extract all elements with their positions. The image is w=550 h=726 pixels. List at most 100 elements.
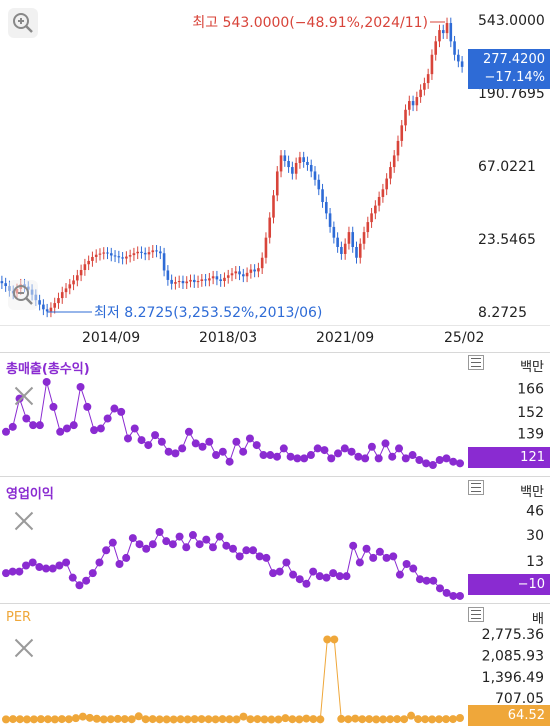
data-point <box>335 572 344 581</box>
data-point <box>435 584 444 593</box>
price-chart-panel[interactable]: 543.0000 190.7695 67.0221 23.5465 8.2725 최고 5… <box>0 0 550 325</box>
close-icon[interactable] <box>14 386 34 406</box>
per-panel[interactable]: 2,775.36 2,085.93 1,396.49 707.05 PER 배 64.… <box>0 604 550 726</box>
candle-body <box>177 280 181 283</box>
data-point <box>235 552 244 561</box>
data-point <box>414 715 423 724</box>
revenue-unit: 백만 <box>520 360 544 375</box>
data-point <box>302 579 311 588</box>
data-point <box>122 553 131 562</box>
y-tick-label: 139 <box>517 426 544 442</box>
candle-body <box>423 83 426 90</box>
data-point <box>355 558 364 567</box>
data-point <box>35 421 44 430</box>
series-line <box>5 638 461 721</box>
candle-body <box>162 253 166 271</box>
data-point <box>2 715 10 724</box>
per-chart: 2,775.36 2,085.93 1,396.49 707.05 <box>2 627 544 724</box>
data-point <box>409 564 418 573</box>
data-point <box>202 535 211 544</box>
candle-body <box>438 30 441 42</box>
data-point <box>249 546 258 555</box>
candle-body <box>419 89 422 98</box>
candle-body <box>196 280 200 283</box>
data-point <box>198 442 207 451</box>
data-point <box>239 447 248 456</box>
candle-body <box>159 251 162 254</box>
revenue-title: 총매출(총수익) <box>6 362 90 377</box>
data-point <box>215 532 224 541</box>
candle-body <box>94 254 98 257</box>
high-annotation: 최고 543.0000(−48.91%,2024/11) <box>192 15 428 31</box>
data-point <box>144 441 153 450</box>
data-point <box>155 528 164 537</box>
menu-icon[interactable] <box>468 607 484 622</box>
data-point <box>142 544 151 553</box>
data-point <box>2 427 10 436</box>
zoom-out-button[interactable] <box>8 280 38 310</box>
data-point <box>382 553 391 562</box>
data-point <box>337 714 346 723</box>
data-point <box>456 714 464 723</box>
data-point <box>75 581 84 590</box>
data-point <box>225 715 234 724</box>
candle-body <box>298 157 302 163</box>
operating-profit-panel[interactable]: 46 30 13 영업이익 백만 −10 <box>0 477 550 604</box>
data-point <box>148 540 157 549</box>
candle-body <box>143 252 147 255</box>
price-chart[interactable]: 543.0000 190.7695 67.0221 23.5465 8.2725 최고 5… <box>0 0 550 325</box>
data-point <box>183 715 192 724</box>
data-point <box>402 559 411 568</box>
x-tick-label: 2021/09 <box>316 330 375 346</box>
data-point <box>8 715 17 724</box>
data-point <box>322 573 331 582</box>
zoom-in-icon <box>13 13 33 33</box>
data-point <box>191 439 200 448</box>
data-point <box>15 715 24 724</box>
y-tick-label: 190.7695 <box>478 86 545 102</box>
candle-body <box>287 161 290 168</box>
candle-body <box>283 155 287 162</box>
data-point <box>361 454 370 463</box>
candle-body <box>60 292 64 299</box>
data-point <box>35 563 44 572</box>
data-point <box>128 534 137 543</box>
menu-icon[interactable] <box>468 355 484 370</box>
close-icon[interactable] <box>14 511 34 531</box>
data-point <box>22 715 31 724</box>
revenue-panel[interactable]: 166 152 139 총매출(총수익) 백만 121 <box>0 352 550 477</box>
candle-body <box>102 252 106 254</box>
candle-body <box>306 161 309 165</box>
candle-body <box>42 304 45 310</box>
candle-body <box>155 250 158 252</box>
candle-body <box>242 274 245 277</box>
candle-body <box>317 179 321 190</box>
operating-profit-last-tag: −10 <box>468 574 550 595</box>
data-point <box>349 541 358 550</box>
data-point <box>401 454 410 463</box>
candle-body <box>38 300 41 305</box>
candle-body <box>189 279 192 282</box>
data-point <box>442 454 451 463</box>
close-icon[interactable] <box>14 638 34 658</box>
candle-body <box>453 41 456 55</box>
candle-body <box>230 273 234 276</box>
data-point <box>320 446 329 455</box>
data-point <box>141 715 150 724</box>
data-point <box>358 715 367 724</box>
data-point <box>442 715 451 724</box>
candle-body <box>4 283 7 287</box>
menu-icon[interactable] <box>468 480 484 495</box>
data-point <box>197 715 206 724</box>
y-tick-label: 30 <box>526 528 544 544</box>
data-point <box>395 570 404 579</box>
candle-body <box>434 41 438 55</box>
x-axis: 2014/09 2018/03 2021/09 25/02 <box>0 325 550 353</box>
data-point <box>222 541 231 550</box>
data-point <box>36 715 45 724</box>
data-point <box>327 454 336 463</box>
data-point <box>64 715 73 724</box>
zoom-in-button[interactable] <box>8 8 38 38</box>
data-point <box>281 714 290 723</box>
data-point <box>49 402 58 411</box>
